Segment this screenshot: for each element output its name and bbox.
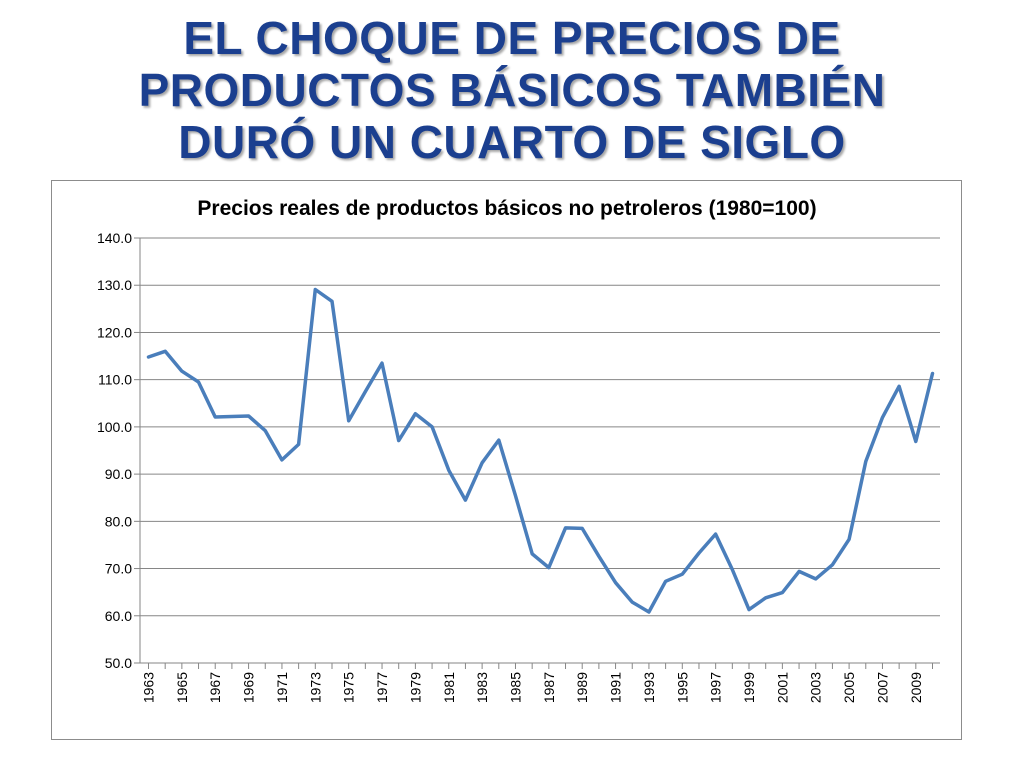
data-point [547,566,550,569]
x-tick-label: 2005 [841,672,857,703]
x-tick-label: 1983 [474,672,490,703]
data-point [848,538,851,541]
data-point [531,552,534,555]
data-point [564,526,567,529]
data-point [481,461,484,464]
data-point [914,440,917,443]
series-line [146,287,935,614]
x-tick-label: 2009 [908,672,924,703]
chart-title: Precios reales de productos básicos no p… [197,197,816,220]
data-point [314,288,317,291]
x-tick-label: 1973 [307,672,323,703]
data-point [214,415,217,418]
y-tick-label: 130.0 [97,277,132,293]
data-point [898,385,901,388]
y-tick-label: 50.0 [105,655,132,671]
data-point [631,601,634,604]
y-tick-label: 60.0 [105,608,132,624]
gridlines [140,237,940,617]
data-point [764,596,767,599]
x-tick-label: 2001 [774,672,790,703]
data-point [230,415,233,418]
data-point [497,439,500,442]
data-point [748,608,751,611]
data-point [714,533,717,536]
chart-frame: Precios reales de productos básicos no p… [51,180,962,740]
data-point [180,370,183,373]
data-point [464,499,467,502]
x-tick-label: 1977 [374,672,390,703]
x-tick-labels: 1963 1965 1967 1969 1971 1973 1975 1977 1979 1981… [141,672,924,703]
x-tick-label: 1967 [207,672,223,703]
x-tick-label: 1993 [641,672,657,703]
line-chart: Precios reales de productos básicos no p… [97,197,940,703]
x-tick-label: 1991 [608,672,624,703]
series-layer [146,287,935,614]
slide-title-line-1: EL CHOQUE DE PRECIOS DE [183,12,841,64]
slide-title: EL CHOQUE DE PRECIOS DE PRODUCTOS BÁSICO… [40,12,984,168]
data-point [364,390,367,393]
data-point [297,443,300,446]
y-tick-label: 70.0 [105,561,132,577]
data-point [614,581,617,584]
data-point [697,551,700,554]
data-point [514,494,517,497]
x-tick-label: 1987 [541,672,557,703]
data-point [330,300,333,303]
x-tick-label: 1999 [741,672,757,703]
data-point [597,555,600,558]
data-point [347,419,350,422]
x-tick-label: 1969 [241,672,257,703]
y-tick-label: 100.0 [97,419,132,435]
data-point [381,362,384,365]
data-point [864,460,867,463]
data-point [280,458,283,461]
x-tick-label: 1975 [341,672,357,703]
slide-title-line-2: PRODUCTOS BÁSICOS TAMBIÉN [138,64,886,116]
x-tick-label: 1985 [507,672,523,703]
x-tick-label: 1979 [407,672,423,703]
data-point [798,570,801,573]
y-tick-label: 80.0 [105,513,132,529]
data-point [247,415,250,418]
x-tick-label: 1997 [708,672,724,703]
y-tick-label: 90.0 [105,466,132,482]
x-tick-label: 1989 [574,672,590,703]
data-point [931,372,934,375]
x-tick-label: 1981 [441,672,457,703]
data-point [147,356,150,359]
data-point [264,429,267,432]
y-tick-label: 110.0 [98,372,132,388]
axes [134,237,940,669]
data-point [164,350,167,353]
data-point [831,563,834,566]
data-point [881,416,884,419]
data-point [681,573,684,576]
slide-title-line-3: DURÓ UN CUARTO DE SIGLO [178,116,846,168]
data-point [647,611,650,614]
x-tick-label: 2007 [874,672,890,703]
data-point [664,580,667,583]
data-point [397,439,400,442]
y-tick-label: 140.0 [97,230,132,246]
x-tick-label: 1965 [174,672,190,703]
data-point [447,469,450,472]
data-point [814,577,817,580]
data-point [431,425,434,428]
data-point [781,591,784,594]
data-point [414,412,417,415]
x-tick-label: 2003 [808,672,824,703]
x-tick-label: 1963 [141,672,157,703]
x-tick-label: 1995 [674,672,690,703]
x-tick-label: 1971 [274,672,290,703]
data-point [581,527,584,530]
data-point [731,568,734,571]
data-point [197,381,200,384]
y-tick-labels: 50.0 60.0 70.0 80.0 90.0 100.0 110.0 120.0 130.0… [97,230,132,671]
y-tick-label: 120.0 [97,324,132,340]
